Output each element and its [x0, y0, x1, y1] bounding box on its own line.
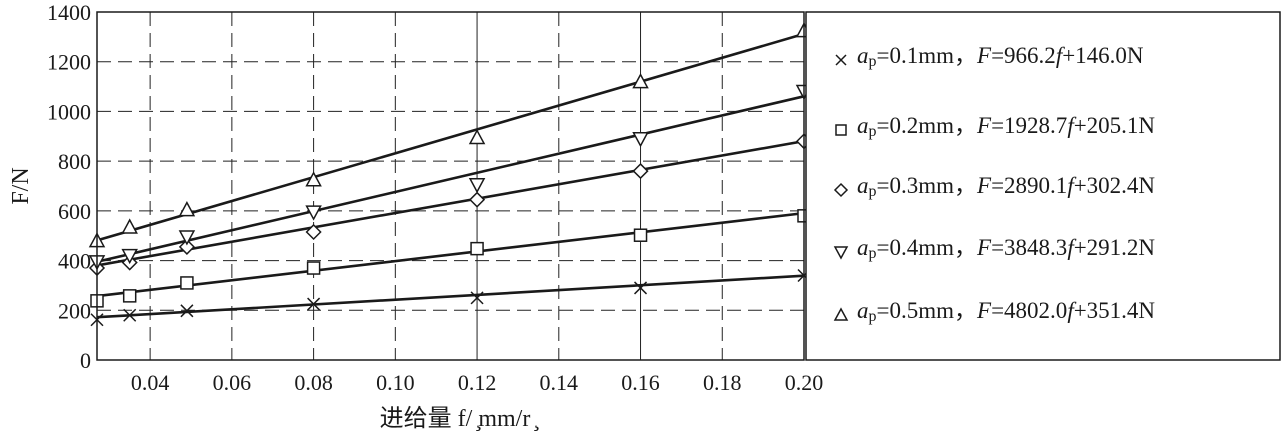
data-point-x	[180, 304, 194, 318]
data-point-triangle-down	[178, 230, 196, 246]
data-point-square	[835, 124, 847, 136]
y-tick-label: 400	[58, 249, 91, 274]
data-point-triangle-up	[632, 73, 649, 89]
plot-frame	[96, 11, 805, 361]
x-tick-label: 0.08	[294, 370, 333, 395]
data-point-x	[835, 54, 847, 66]
data-point-x	[307, 297, 321, 311]
y-tick-label: 200	[58, 298, 91, 323]
fit-line	[96, 211, 805, 298]
x-axis-label: 进给量 f/ ̧mm/r ̧	[380, 405, 540, 432]
data-point-diamond	[178, 238, 195, 255]
y-tick-label: 600	[58, 199, 91, 224]
x-tick-label: 0.16	[621, 370, 660, 395]
y-tick-labels: 0 200 400 600 800 1000 1200 1400	[47, 0, 91, 373]
fit-line	[96, 274, 805, 319]
x-tick-label: 0.14	[540, 370, 579, 395]
data-point-x	[470, 291, 484, 305]
data-point-diamond	[305, 223, 322, 241]
legend-item: ap=0.2mm，F=1928.7f+205.1N	[835, 113, 1155, 140]
data-point-triangle-up	[468, 128, 486, 145]
data-point-square	[306, 261, 321, 275]
data-markers	[88, 22, 813, 327]
data-point-triangle-up	[305, 171, 322, 187]
fit-line	[96, 32, 805, 242]
y-tick-label: 1200	[47, 50, 91, 75]
legend-item: ap=0.3mm，F=2890.1f+302.4N	[833, 173, 1155, 200]
fit-line	[96, 95, 805, 264]
legend-label: ap=0.4mm，F=3848.3f+291.2N	[857, 235, 1155, 262]
data-point-square	[180, 276, 194, 290]
y-tick-label: 1000	[47, 99, 91, 124]
legend-label: ap=0.1mm，F=966.2f+146.0N	[857, 43, 1144, 70]
x-tick-label: 0.12	[458, 370, 497, 395]
data-point-triangle-down	[121, 248, 138, 265]
data-point-square	[122, 289, 137, 303]
x-tick-label: 0.06	[213, 370, 252, 395]
data-point-triangle-up	[178, 201, 196, 217]
y-tick-label: 0	[80, 348, 91, 373]
data-point-triangle-down	[632, 132, 649, 148]
x-tick-label: 0.04	[131, 370, 170, 395]
y-tick-label: 1400	[47, 0, 91, 25]
fit-lines	[96, 32, 805, 319]
legend-label: ap=0.5mm，F=4802.0f+351.4N	[857, 298, 1155, 325]
y-tick-label: 800	[58, 149, 91, 174]
fit-line	[96, 139, 805, 267]
legend-item: ap=0.4mm，F=3848.3f+291.2N	[833, 235, 1155, 262]
data-point-square	[633, 228, 648, 242]
data-point-x	[123, 308, 137, 322]
data-point-triangle-up	[833, 307, 849, 321]
data-point-diamond	[833, 182, 849, 198]
legend-label: ap=0.2mm，F=1928.7f+205.1N	[857, 113, 1155, 140]
data-point-diamond	[469, 191, 486, 208]
data-point-triangle-down	[468, 178, 486, 194]
legend-item: ap=0.1mm，F=966.2f+146.0N	[835, 43, 1144, 70]
x-tick-label: 0.18	[703, 370, 742, 395]
data-point-x	[634, 281, 648, 295]
x-tick-labels: 0.04 0.06 0.08 0.10 0.12 0.14 0.16 0.18 0.20	[131, 370, 823, 395]
data-point-triangle-down	[305, 205, 322, 221]
x-tick-label: 0.10	[376, 370, 415, 395]
data-point-triangle-up	[121, 218, 138, 234]
data-point-diamond	[632, 163, 649, 180]
legend-item: ap=0.5mm，F=4802.0f+351.4N	[833, 298, 1155, 325]
data-point-triangle-down	[833, 246, 849, 260]
legend-box	[805, 11, 1281, 361]
x-tick-label: 0.20	[785, 370, 824, 395]
y-axis-label: F/N	[8, 167, 34, 204]
legend-label: ap=0.3mm，F=2890.1f+302.4N	[857, 173, 1155, 200]
legend: ap=0.1mm，F=966.2f+146.0N ap=0.2mm，F=1928.…	[833, 43, 1155, 325]
data-point-square	[470, 241, 484, 256]
